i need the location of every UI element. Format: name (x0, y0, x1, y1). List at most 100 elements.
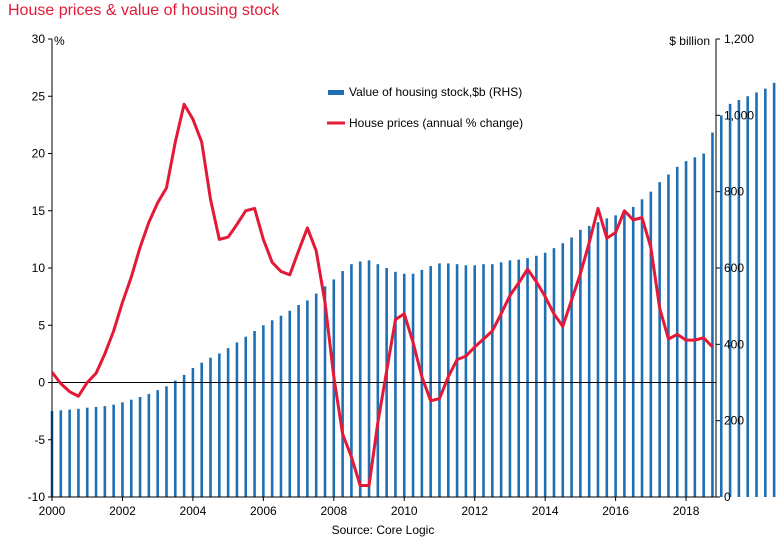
bar (279, 315, 283, 497)
bar (693, 157, 697, 497)
x-tick-label: 2012 (461, 504, 488, 518)
left-tick-label: 15 (32, 204, 46, 218)
left-tick-label: 5 (38, 318, 45, 332)
bar (719, 115, 723, 497)
bar (499, 262, 503, 497)
bar (473, 265, 477, 497)
left-tick-label: 25 (32, 89, 46, 103)
legend-bar-swatch (328, 90, 344, 95)
right-tick-label: 800 (724, 185, 744, 199)
bar (147, 393, 151, 497)
right-tick-label: 0 (724, 490, 731, 504)
bar (332, 279, 336, 497)
bar (112, 404, 115, 497)
bar (438, 263, 441, 497)
left-tick-label: -10 (28, 490, 46, 504)
bar (623, 212, 626, 497)
bar (561, 243, 565, 497)
x-tick-label: 2008 (320, 504, 347, 518)
bar (262, 325, 265, 497)
right-tick-label: 400 (724, 337, 744, 351)
bar (85, 407, 89, 497)
bar (526, 258, 529, 497)
bar (411, 273, 415, 497)
bar (737, 100, 741, 497)
bar (631, 206, 635, 497)
x-tick-label: 2018 (673, 504, 700, 518)
legend-bar-label: Value of housing stock,$b (RHS) (349, 85, 522, 99)
bar (587, 226, 591, 497)
bar (94, 406, 98, 497)
bar (59, 410, 63, 497)
bar (191, 368, 195, 497)
bar (77, 408, 80, 497)
bar (165, 386, 168, 497)
bar-series (50, 82, 776, 498)
bar (394, 271, 397, 497)
bar (684, 161, 688, 497)
bar (702, 153, 705, 497)
bar (614, 215, 617, 497)
bar (244, 336, 248, 497)
bar (429, 266, 432, 497)
bar (491, 264, 494, 497)
left-tick-label: 10 (32, 261, 46, 275)
bar (640, 199, 644, 498)
legend-line-label: House prices (annual % change) (349, 116, 523, 130)
bar (649, 191, 653, 498)
bar (658, 182, 661, 498)
bar (482, 264, 485, 497)
bar (605, 218, 609, 497)
bar (376, 264, 380, 497)
x-tick-label: 2010 (391, 504, 418, 518)
right-tick-label: 1,200 (724, 32, 754, 46)
right-tick-label: 600 (724, 261, 744, 275)
bar (508, 260, 512, 497)
bar (156, 390, 159, 497)
x-tick-label: 2004 (180, 504, 207, 518)
bar (420, 269, 424, 497)
bar (517, 259, 521, 497)
bar (314, 293, 318, 497)
bar (543, 252, 547, 497)
line-series (50, 102, 714, 488)
bar (464, 265, 468, 497)
right-tick-label: 200 (724, 414, 744, 428)
bar (579, 229, 582, 497)
tick-labels: -10 -5 0 5 10 15 20 25 30 0 200 400 600 800 1,000 1,200… (28, 32, 755, 518)
bar (173, 380, 177, 497)
left-tick-label: -5 (34, 433, 45, 447)
x-tick-label: 2000 (39, 504, 66, 518)
bar (552, 248, 556, 497)
bar (764, 88, 767, 498)
bar (746, 96, 749, 497)
left-tick-label: 20 (32, 147, 46, 161)
x-tick-label: 2002 (109, 504, 136, 518)
right-tick-label: 1,000 (724, 108, 754, 122)
bar (129, 399, 133, 497)
x-tick-label: 2016 (602, 504, 629, 518)
bar (138, 397, 142, 497)
bar (323, 286, 327, 497)
left-tick-label: 0 (38, 376, 45, 390)
bar (570, 237, 573, 497)
bar (367, 260, 371, 497)
bar (755, 92, 758, 498)
bar (358, 261, 362, 497)
bar (235, 342, 239, 497)
bar (226, 348, 230, 497)
bar (121, 402, 124, 497)
bar (535, 255, 538, 497)
bar (182, 374, 186, 497)
bar (341, 271, 344, 497)
bar (297, 305, 300, 497)
bar (455, 264, 459, 497)
left-tick-label: 30 (32, 32, 46, 46)
bar (596, 222, 600, 497)
legend: Value of housing stock,$b (RHS) House pr… (327, 85, 523, 130)
source-note: Source: Core Logic (332, 523, 435, 537)
x-tick-label: 2006 (250, 504, 277, 518)
bar (103, 406, 107, 497)
x-tick-label: 2014 (532, 504, 559, 518)
